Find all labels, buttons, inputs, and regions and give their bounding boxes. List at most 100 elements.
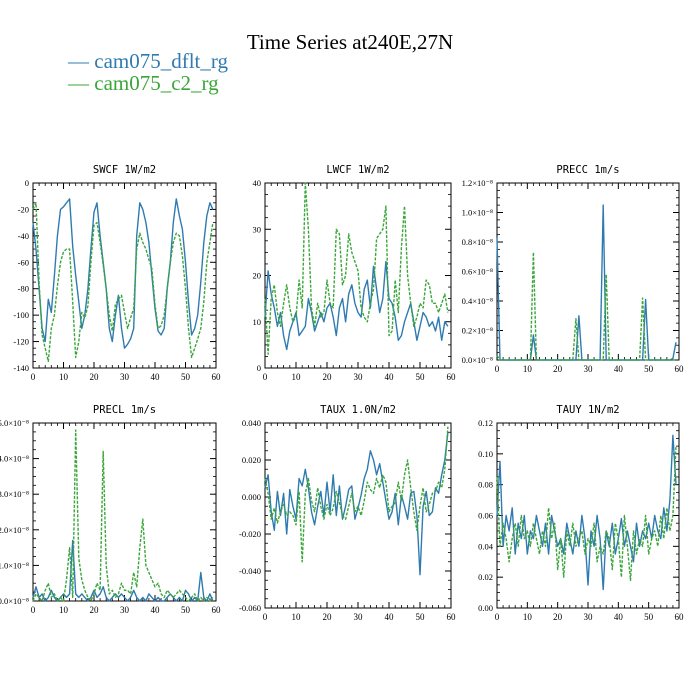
panel-title: TAUX 1.0N/m2 (320, 404, 396, 416)
legend-item-dflt: — cam075_dflt_rg (68, 49, 229, 73)
x-tick-label: 30 (354, 372, 364, 382)
y-tick-label: 0.08 (478, 480, 493, 490)
page-title: Time Series at240E,27N (246, 30, 454, 54)
y-tick-label: 0.0×10⁻⁸ (0, 596, 29, 606)
y-tick-label: 0.10 (478, 449, 493, 459)
x-tick-label: 40 (385, 612, 395, 622)
y-tick-label: 0.04 (478, 541, 494, 551)
y-tick-label: 0 (25, 178, 29, 188)
x-tick-label: 40 (151, 372, 161, 382)
x-tick-label: 50 (644, 364, 654, 374)
y-tick-label: 2.0×10⁻⁸ (0, 525, 29, 535)
y-tick-label: 3.0×10⁻⁸ (0, 489, 29, 499)
legend-item-c2: — cam075_c2_rg (68, 71, 219, 95)
series-line-dflt (32, 198, 214, 349)
chart-panel-2: PRECC 1m/s 0 10 20 30 40 50 60 0.0×10⁻⁸ 0.2×10⁻⁸ 0… (462, 164, 684, 374)
chart-panel-1: LWCF 1W/m2 0 10 20 30 40 50 60 0 10 20 30 40 (253, 164, 457, 382)
x-tick-label: 40 (614, 364, 624, 374)
panel-title: SWCF 1W/m2 (93, 164, 156, 176)
y-tick-label: 0.8×10⁻⁸ (462, 237, 493, 247)
x-tick-label: 60 (675, 612, 685, 622)
x-tick-label: 10 (292, 612, 302, 622)
panel-title: PRECC 1m/s (556, 164, 619, 176)
x-tick-label: 0 (31, 372, 36, 382)
y-tick-label: 0.2×10⁻⁸ (462, 326, 493, 336)
x-tick-label: 20 (323, 372, 333, 382)
legend: — cam075_dflt_rg — cam075_c2_rg (68, 50, 228, 94)
x-tick-label: 20 (553, 612, 563, 622)
x-tick-label: 10 (59, 605, 69, 615)
x-tick-label: 10 (523, 612, 533, 622)
x-tick-label: 60 (447, 612, 457, 622)
y-tick-label: -120 (13, 337, 29, 347)
x-tick-label: 30 (120, 605, 130, 615)
x-tick-label: 40 (151, 605, 161, 615)
x-tick-label: 20 (323, 612, 333, 622)
y-tick-label: 0.02 (478, 572, 493, 582)
x-tick-label: 30 (120, 372, 130, 382)
x-tick-label: 50 (416, 372, 426, 382)
x-tick-label: 50 (416, 612, 426, 622)
y-tick-label: 4.0×10⁻⁸ (0, 454, 29, 464)
y-tick-label: 0.040 (242, 418, 261, 428)
series-line-dflt (32, 539, 214, 602)
y-tick-label: 1.0×10⁻⁸ (462, 208, 493, 218)
y-tick-label: 20 (253, 271, 262, 281)
y-tick-label: 0.06 (478, 511, 493, 521)
plot-frame (32, 422, 217, 602)
x-tick-label: 40 (614, 612, 624, 622)
y-tick-label: 10 (253, 317, 262, 327)
y-tick-label: 0.0×10⁻⁸ (462, 355, 493, 365)
series-line-c2 (32, 202, 214, 363)
series-line-c2 (264, 182, 449, 355)
series-line-dflt (496, 434, 677, 591)
y-tick-label: 0 (257, 363, 261, 373)
x-tick-label: 60 (447, 372, 457, 382)
x-tick-label: 10 (523, 364, 533, 374)
y-tick-label: 1.0×10⁻⁸ (0, 560, 29, 570)
x-tick-label: 50 (644, 612, 654, 622)
y-tick-label: 0.6×10⁻⁸ (462, 267, 493, 277)
chart-panel-3: PRECL 1m/s 0 10 20 30 40 50 60 0.0×10⁻⁸ 1.0×10⁻⁸ 2… (0, 404, 221, 615)
x-tick-label: 60 (675, 364, 685, 374)
y-tick-label: 0.12 (478, 418, 493, 428)
y-tick-label: 5.0×10⁻⁸ (0, 418, 29, 428)
series-line-c2 (32, 429, 214, 602)
x-tick-label: 30 (584, 612, 594, 622)
x-tick-label: 30 (584, 364, 594, 374)
y-tick-label: 0.4×10⁻⁸ (462, 296, 493, 306)
x-tick-label: 0 (495, 612, 500, 622)
y-tick-label: 40 (253, 178, 262, 188)
y-tick-label: 0.020 (242, 455, 261, 465)
panel-title: TAUY 1N/m2 (556, 404, 619, 416)
y-tick-label: -0.040 (239, 566, 261, 576)
series-line-c2 (264, 426, 449, 563)
x-tick-label: 0 (495, 364, 500, 374)
series-line-c2 (496, 251, 676, 361)
x-tick-label: 20 (553, 364, 563, 374)
panel-title: LWCF 1W/m2 (326, 164, 389, 176)
x-tick-label: 50 (181, 372, 191, 382)
chart-panel-5: TAUY 1N/m2 0 10 20 30 40 50 60 0.00 0.02 0.04 0.06 0… (478, 404, 684, 622)
x-tick-label: 0 (263, 372, 268, 382)
series-line-dflt (264, 260, 449, 351)
plot-frame (496, 182, 680, 361)
x-tick-label: 10 (59, 372, 69, 382)
x-tick-label: 0 (263, 612, 268, 622)
y-tick-label: -60 (18, 257, 29, 267)
x-tick-label: 20 (90, 372, 100, 382)
x-tick-label: 30 (354, 612, 364, 622)
chart-panel-0: SWCF 1W/m2 0 10 20 30 40 50 60 -140 -120 -100 -80 -6… (13, 164, 221, 382)
x-tick-label: 0 (31, 605, 36, 615)
y-tick-label: -0.020 (239, 529, 261, 539)
y-tick-label: 30 (253, 224, 262, 234)
x-tick-label: 10 (292, 372, 302, 382)
x-tick-label: 20 (90, 605, 100, 615)
panel-title: PRECL 1m/s (93, 404, 156, 416)
y-tick-label: -20 (18, 204, 29, 214)
y-tick-label: -140 (13, 363, 29, 373)
x-tick-label: 50 (181, 605, 191, 615)
y-tick-label: 0.000 (242, 492, 261, 502)
series-line-dflt (496, 204, 677, 361)
